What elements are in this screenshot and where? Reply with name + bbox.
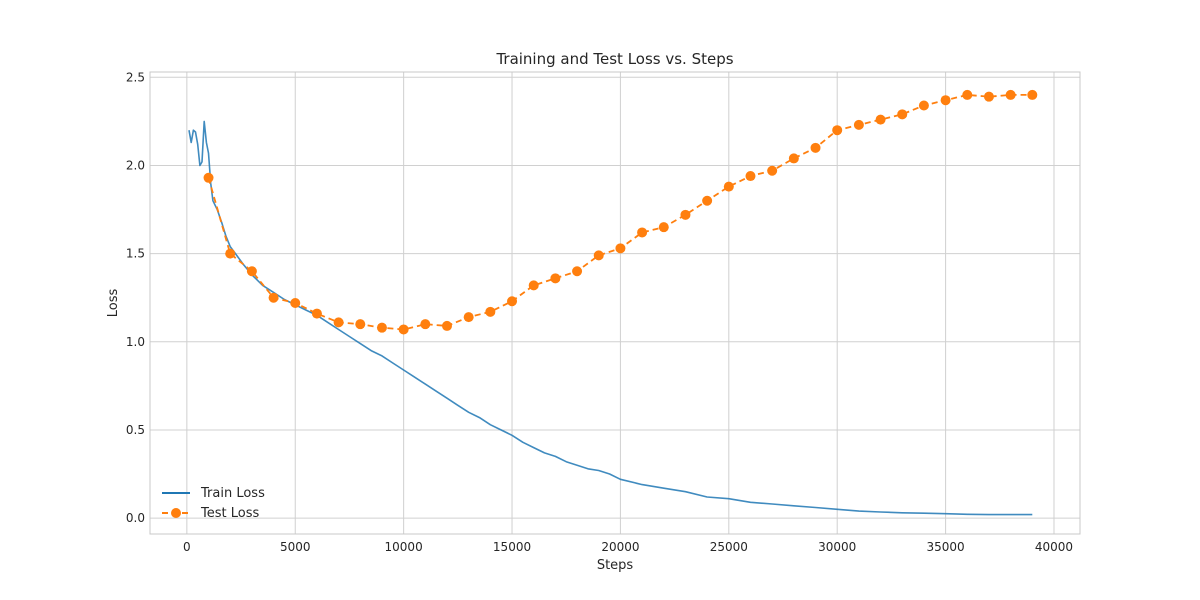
legend: Train Loss Test Loss xyxy=(162,486,265,521)
grid xyxy=(150,72,1080,534)
y-tick-label: 1.0 xyxy=(126,335,145,349)
x-tick-label: 5000 xyxy=(280,540,311,554)
test-loss-point xyxy=(637,227,648,238)
test-loss-point xyxy=(1005,89,1016,100)
legend-test-marker-icon xyxy=(171,508,181,518)
x-tick-label: 25000 xyxy=(710,540,748,554)
legend-train-label: Train Loss xyxy=(200,486,265,501)
test-loss-point xyxy=(311,308,322,319)
test-loss-point xyxy=(745,171,756,182)
test-loss-point xyxy=(615,243,626,254)
test-loss-point xyxy=(528,280,539,291)
test-loss-point xyxy=(268,292,279,303)
x-tick-label: 30000 xyxy=(818,540,856,554)
x-tick-label: 20000 xyxy=(601,540,639,554)
x-axis-label: Steps xyxy=(597,558,634,573)
y-tick-label: 1.5 xyxy=(126,247,145,261)
test-loss-point xyxy=(918,100,929,111)
test-loss-point xyxy=(875,114,886,125)
test-loss-point xyxy=(658,222,669,233)
test-loss-point xyxy=(463,312,474,323)
test-loss-point xyxy=(572,266,583,277)
test-loss-point xyxy=(355,319,366,330)
test-loss-point xyxy=(398,324,409,335)
test-loss-point xyxy=(962,89,973,100)
y-axis-label: Loss xyxy=(106,289,121,318)
test-loss-point xyxy=(788,153,799,164)
legend-test-label: Test Loss xyxy=(200,506,259,521)
chart-title: Training and Test Loss vs. Steps xyxy=(495,50,733,68)
test-loss-point xyxy=(702,195,713,206)
test-loss-point xyxy=(593,250,604,261)
test-loss-point xyxy=(203,172,214,183)
x-tick-label: 10000 xyxy=(385,540,423,554)
plot-frame xyxy=(149,71,1081,535)
test-loss-point xyxy=(1027,89,1038,100)
y-tick-label: 0.0 xyxy=(126,511,145,525)
test-loss-point xyxy=(940,95,951,106)
x-tick-label: 40000 xyxy=(1035,540,1073,554)
test-loss-point xyxy=(507,296,518,307)
y-tick-label: 2.5 xyxy=(126,70,145,84)
test-loss-point xyxy=(333,317,344,328)
test-loss-point xyxy=(485,306,496,317)
test-loss-point xyxy=(767,165,778,176)
test-loss-point xyxy=(723,181,734,192)
series-layer xyxy=(188,89,1038,516)
test-loss-point xyxy=(983,91,994,102)
test-loss-point xyxy=(853,119,864,130)
tick-labels: 0 5000 10000 15000 20000 25000 30000 35000 40000… xyxy=(126,70,1073,554)
test-loss-point xyxy=(376,322,387,333)
test-loss-point xyxy=(246,266,257,277)
test-loss-point xyxy=(550,273,561,284)
test-loss-point xyxy=(680,209,691,220)
y-tick-label: 2.0 xyxy=(126,158,145,172)
y-tick-label: 0.5 xyxy=(126,423,145,437)
test-loss-point xyxy=(441,320,452,331)
test-loss-point xyxy=(420,319,431,330)
x-tick-label: 15000 xyxy=(493,540,531,554)
test-loss-point xyxy=(810,142,821,153)
test-loss-point xyxy=(832,125,843,136)
x-tick-label: 35000 xyxy=(927,540,965,554)
test-loss-point xyxy=(225,248,236,259)
test-loss-point xyxy=(897,109,908,120)
test-loss-point xyxy=(290,298,301,308)
x-tick-label: 0 xyxy=(183,540,191,554)
